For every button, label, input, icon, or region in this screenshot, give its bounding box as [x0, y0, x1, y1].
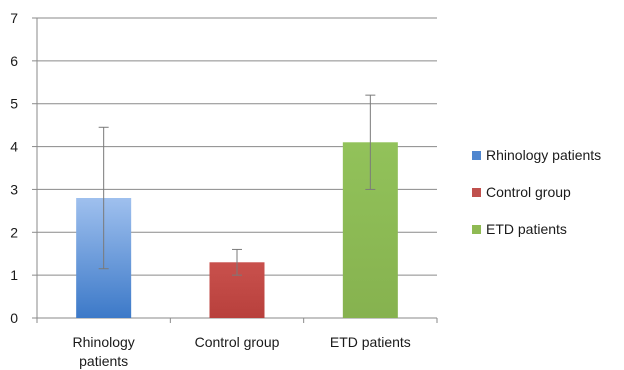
- x-tick-labels: Rhinology patients Control group ETD patien…: [73, 334, 411, 369]
- error-bars: [98, 94, 376, 276]
- legend-swatch-rhinology: [472, 150, 481, 160]
- y-tick-label: 6: [10, 53, 18, 69]
- y-tick-label: 5: [10, 96, 18, 112]
- y-tick-label: 4: [10, 139, 18, 155]
- legend-item-control: Control group: [472, 183, 601, 201]
- legend-item-etd: ETD patients: [472, 220, 601, 238]
- error-bar-3: [365, 94, 376, 190]
- legend-label-control: Control group: [486, 184, 571, 200]
- x-tick-label: Rhinology: [73, 334, 135, 350]
- y-tick-label: 3: [10, 181, 18, 197]
- error-bar-2: [232, 248, 242, 276]
- y-tick-labels: 0 1 2 3 4 5 6 7: [10, 10, 18, 326]
- legend-label-etd: ETD patients: [486, 221, 567, 237]
- y-tick-label: 0: [10, 310, 18, 326]
- x-tick-label: patients: [79, 353, 128, 369]
- bars: [76, 142, 398, 318]
- x-tick-label: Control group: [195, 334, 280, 350]
- legend: Rhinology patients Control group ETD pat…: [472, 146, 601, 257]
- y-tick-label: 7: [10, 10, 18, 26]
- x-tick-label: ETD patients: [330, 334, 411, 350]
- y-tick-label: 2: [10, 224, 18, 240]
- error-bar-1: [98, 126, 109, 270]
- legend-item-rhinology: Rhinology patients: [472, 146, 601, 164]
- legend-swatch-etd: [472, 224, 481, 234]
- legend-swatch-control: [472, 187, 481, 197]
- y-tick-label: 1: [10, 267, 18, 283]
- legend-label-rhinology: Rhinology patients: [486, 147, 602, 163]
